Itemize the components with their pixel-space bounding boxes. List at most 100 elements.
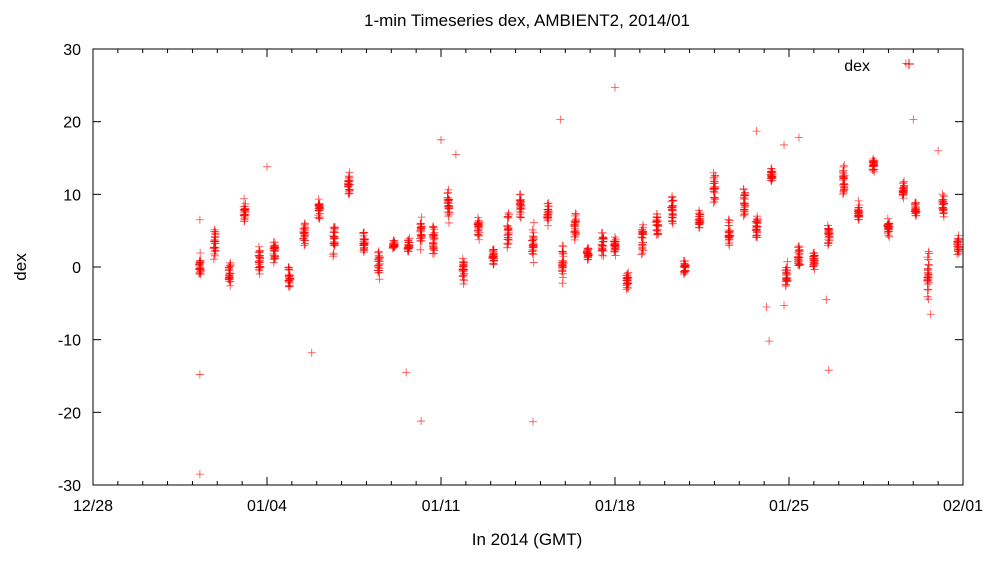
data-point bbox=[329, 228, 338, 237]
data-point bbox=[934, 146, 943, 155]
y-tick-label: -10 bbox=[58, 333, 81, 350]
data-point bbox=[345, 177, 354, 186]
data-point bbox=[810, 248, 819, 257]
data-point bbox=[680, 261, 689, 270]
data-point bbox=[696, 210, 705, 219]
data-point bbox=[300, 232, 309, 241]
data-point bbox=[195, 257, 204, 266]
data-point bbox=[725, 226, 734, 235]
data-point bbox=[417, 213, 426, 222]
data-point bbox=[375, 259, 384, 268]
data-point bbox=[571, 230, 580, 239]
data-point bbox=[765, 337, 774, 346]
data-point bbox=[503, 230, 512, 239]
data-point bbox=[694, 212, 703, 221]
data-point bbox=[899, 194, 908, 203]
data-point bbox=[939, 209, 948, 218]
data-point bbox=[680, 267, 689, 276]
data-point bbox=[610, 237, 619, 246]
data-point bbox=[543, 205, 552, 214]
data-point bbox=[610, 236, 619, 245]
data-point bbox=[344, 178, 353, 187]
data-point bbox=[445, 202, 454, 211]
data-point bbox=[210, 225, 219, 234]
data-point bbox=[437, 135, 445, 144]
data-point bbox=[924, 295, 933, 304]
data-point bbox=[344, 190, 353, 199]
data-point bbox=[766, 170, 775, 179]
data-point bbox=[668, 210, 677, 219]
data-point bbox=[795, 243, 804, 252]
data-point bbox=[374, 266, 383, 275]
data-point bbox=[307, 348, 316, 357]
data-point bbox=[504, 236, 513, 245]
data-point bbox=[460, 276, 469, 285]
data-point bbox=[739, 185, 748, 194]
data-point bbox=[667, 203, 676, 212]
data-point bbox=[210, 227, 219, 236]
data-point bbox=[838, 173, 847, 182]
data-point bbox=[504, 213, 513, 222]
data-point bbox=[544, 207, 553, 216]
data-point bbox=[300, 241, 309, 250]
data-point bbox=[429, 223, 438, 232]
data-point bbox=[739, 193, 748, 202]
y-tick-label: -30 bbox=[58, 478, 81, 495]
data-point bbox=[783, 276, 792, 285]
data-point bbox=[529, 218, 538, 227]
data-point bbox=[839, 186, 848, 195]
data-point bbox=[668, 201, 677, 210]
data-point bbox=[443, 188, 452, 197]
data-point bbox=[210, 233, 219, 242]
data-point bbox=[900, 181, 909, 190]
data-point bbox=[822, 295, 831, 304]
data-point bbox=[783, 277, 792, 286]
data-point bbox=[839, 166, 848, 175]
data-point bbox=[740, 203, 749, 212]
data-point bbox=[794, 133, 803, 142]
data-point bbox=[912, 207, 921, 216]
data-point bbox=[696, 217, 705, 226]
data-point bbox=[938, 204, 947, 213]
data-point bbox=[196, 249, 205, 258]
data-point bbox=[637, 226, 646, 235]
data-point bbox=[529, 233, 538, 242]
data-point bbox=[782, 273, 791, 282]
data-point bbox=[429, 230, 438, 239]
data-point bbox=[544, 221, 553, 230]
data-point bbox=[559, 249, 568, 258]
data-point bbox=[953, 237, 962, 246]
data-point bbox=[255, 262, 264, 271]
data-point bbox=[503, 243, 512, 252]
data-point bbox=[638, 229, 647, 238]
data-point bbox=[926, 310, 935, 319]
legend-label-dex: dex bbox=[844, 58, 870, 75]
x-tick-label: 02/01 bbox=[943, 498, 983, 515]
data-point bbox=[428, 249, 437, 258]
data-point bbox=[444, 212, 453, 221]
data-point bbox=[571, 216, 580, 225]
data-point bbox=[868, 156, 877, 165]
data-point bbox=[710, 177, 719, 186]
data-point bbox=[403, 244, 412, 253]
data-point bbox=[460, 258, 469, 267]
data-point bbox=[300, 221, 309, 230]
data-point bbox=[225, 277, 234, 286]
y-tick-label: 10 bbox=[63, 187, 81, 204]
data-point bbox=[329, 249, 338, 258]
data-point bbox=[315, 214, 324, 223]
data-point bbox=[459, 260, 468, 269]
data-point bbox=[753, 233, 762, 242]
data-point bbox=[529, 243, 538, 252]
data-point bbox=[925, 249, 934, 258]
data-point bbox=[810, 256, 819, 265]
y-tick-label: 0 bbox=[72, 260, 81, 277]
data-point bbox=[924, 260, 933, 269]
data-point bbox=[599, 234, 608, 243]
data-point bbox=[389, 243, 398, 252]
data-point bbox=[210, 236, 219, 245]
data-point bbox=[209, 255, 218, 264]
data-point bbox=[195, 215, 204, 224]
data-point bbox=[710, 182, 719, 191]
